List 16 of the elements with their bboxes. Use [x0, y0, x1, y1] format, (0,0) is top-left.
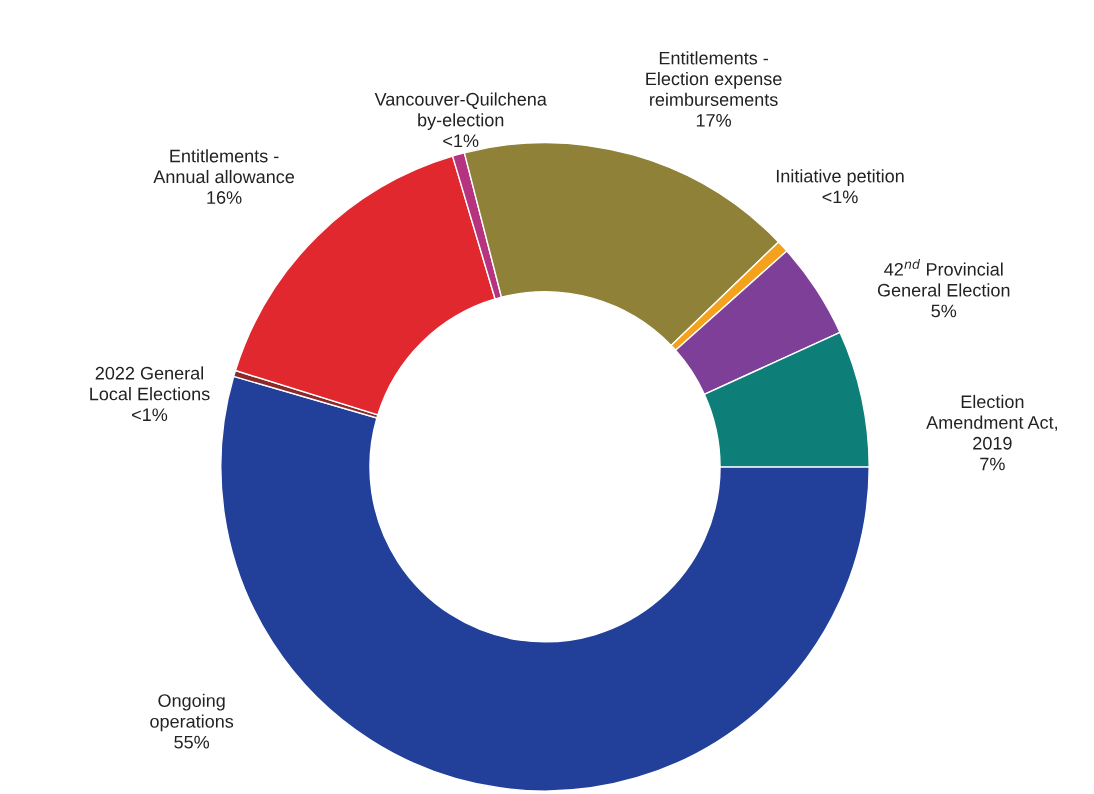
- slice-label: Entitlements - Annual allowance: [153, 149, 295, 184]
- slice-label: Initiative petition: [776, 169, 904, 187]
- data-label: 5%: [931, 304, 957, 318]
- slice-label: 2022 General Local Elections: [90, 366, 210, 401]
- data-label: <1%: [443, 134, 479, 148]
- data-label: 17%: [696, 114, 732, 127]
- data-label: 7%: [980, 457, 1005, 471]
- slice-label: Entitlements - Election expense reimbursements: [646, 51, 782, 106]
- data-label: 55%: [174, 735, 210, 749]
- slice-label: Election Amendment Act, 2019: [926, 394, 1057, 450]
- slice-label: 42$^{nd}$ Provincial General Election: [877, 259, 1010, 297]
- slice-label: Ongoing operations: [150, 693, 234, 732]
- data-label: <1%: [822, 190, 858, 204]
- data-label: <1%: [132, 408, 168, 422]
- slice-label: Vancouver-Quilchena by-election: [374, 92, 547, 130]
- data-label: 16%: [207, 191, 242, 204]
